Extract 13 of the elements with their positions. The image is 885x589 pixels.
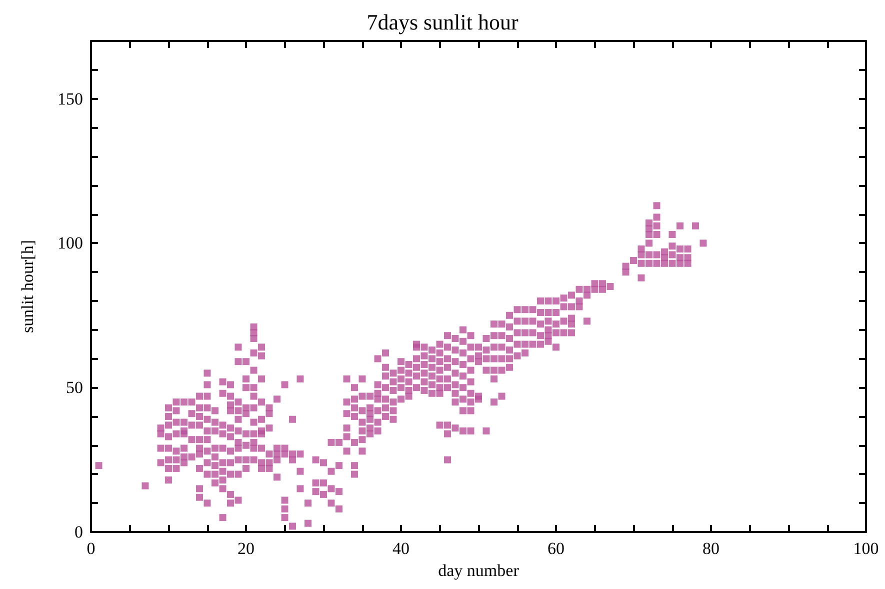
y-tick-label: 0	[74, 522, 83, 542]
x-tick-label: 80	[702, 539, 720, 558]
x-tick-label: 20	[238, 539, 254, 558]
y-tick-label: 100	[58, 234, 83, 253]
y-tick-label: 150	[58, 89, 83, 108]
x-tick-label: 60	[548, 539, 564, 558]
chart-title: 7days sunlit hour	[366, 10, 519, 34]
y-tick-label: 50	[66, 378, 83, 398]
x-tick-label: 40	[392, 539, 410, 558]
x-axis-title: day number	[438, 560, 520, 580]
x-tick-label: 100	[853, 539, 879, 558]
x-tick-label: 0	[86, 539, 96, 558]
y-axis-title: sunlit hour[h]	[18, 240, 37, 334]
